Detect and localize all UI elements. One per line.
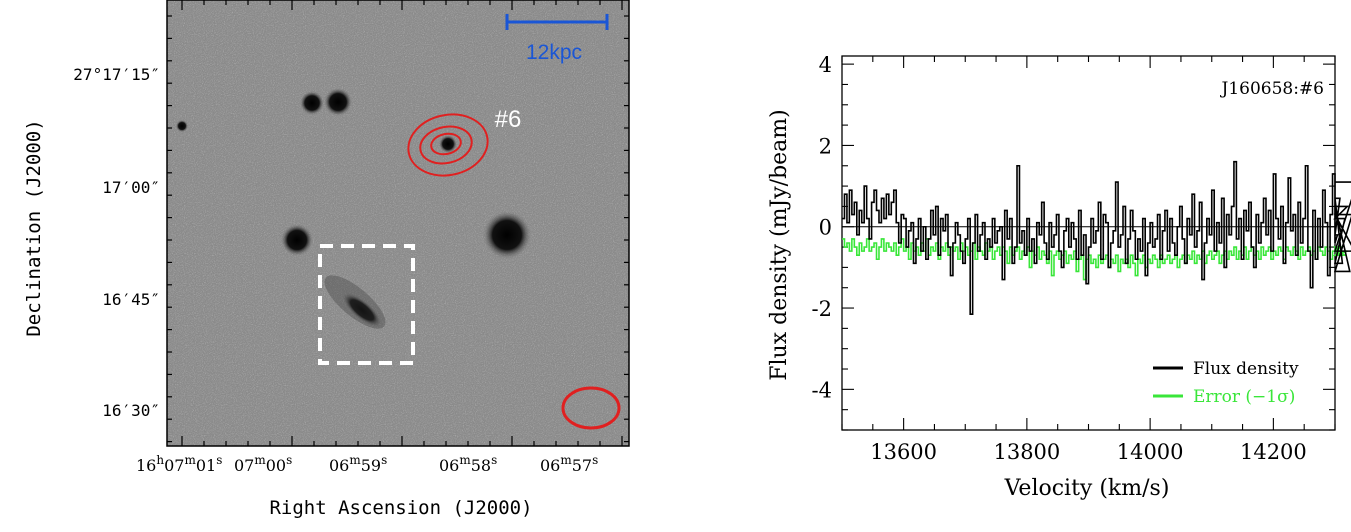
plot-ytick-label: -4 [812, 378, 832, 402]
series-flux [842, 160, 1351, 315]
scale-bar [505, 14, 609, 30]
image-ytick-labels: 27°17′15″ 17′00″ 16′45″ 16′30″ [73, 65, 160, 420]
image-frame [166, 0, 630, 447]
plot-ytick-label: 0 [819, 216, 832, 240]
xtick-label: 16h07m01s [136, 453, 222, 475]
target-galaxy-halo [324, 275, 386, 329]
plot-ytick-label: 2 [819, 134, 832, 158]
plot-xlabel: Velocity (km/s) [1004, 476, 1170, 501]
image-xtick-labels: 16h07m01s 07m00s 06m59s 06m58s 06m57s [136, 453, 598, 475]
source-label: #6 [495, 106, 522, 133]
ytick-label: 16′30″ [102, 401, 160, 420]
plot-ytick-label: 4 [819, 53, 832, 77]
series-error [842, 238, 1348, 281]
star-3 [281, 224, 313, 256]
xtick-label: 06m58s [439, 453, 497, 475]
star-2 [324, 88, 352, 116]
plot-xtick-label: 14000 [1117, 440, 1184, 464]
contours [407, 113, 489, 177]
plot-xtick-label: 14200 [1240, 440, 1307, 464]
source-6-core [439, 135, 457, 153]
target-box [318, 244, 415, 365]
target-galaxy [342, 293, 382, 327]
plot-xtick-label: 13800 [993, 440, 1060, 464]
ytick-label: 17′00″ [102, 178, 160, 197]
star-5 [176, 120, 188, 132]
image-ylabel: Declination (J2000) [23, 119, 45, 336]
xtick-label: 06m57s [540, 453, 598, 475]
beam-ellipse [561, 386, 621, 430]
ytick-label: 27°17′15″ [73, 65, 160, 84]
plot-ylabel: Flux density (mJy/beam) [767, 109, 792, 381]
plot-xtick-label: 13600 [870, 440, 937, 464]
legend: Flux density Error (−1σ) [1153, 359, 1299, 407]
star-1 [300, 91, 324, 115]
star-4 [483, 211, 531, 259]
plot-ticks [841, 56, 1336, 431]
plot-ytick-label: -2 [812, 297, 832, 321]
image-ticks [167, 0, 629, 446]
spectrum-panel: 13600 13800 14000 14200 4 2 0 -2 -4 J160658:#6 F… [767, 53, 1351, 501]
sky-image: 12kpc #6 [167, 0, 629, 446]
image-panel: 12kpc #6 27°17′15″ 17′00″ 16′45″ 16′30″ … [23, 0, 630, 519]
legend-label-error: Error (−1σ) [1193, 387, 1295, 407]
plot-title: J160658:#6 [1220, 79, 1325, 99]
xtick-label: 07m00s [234, 453, 292, 475]
legend-label-flux: Flux density [1193, 359, 1299, 379]
scale-bar-label: 12kpc [526, 41, 582, 64]
plot-tick-labels: 13600 13800 14000 14200 4 2 0 -2 -4 [812, 53, 1307, 464]
ytick-label: 16′45″ [102, 290, 160, 309]
xtick-label: 06m59s [329, 453, 387, 475]
image-xlabel: Right Ascension (J2000) [269, 497, 532, 519]
